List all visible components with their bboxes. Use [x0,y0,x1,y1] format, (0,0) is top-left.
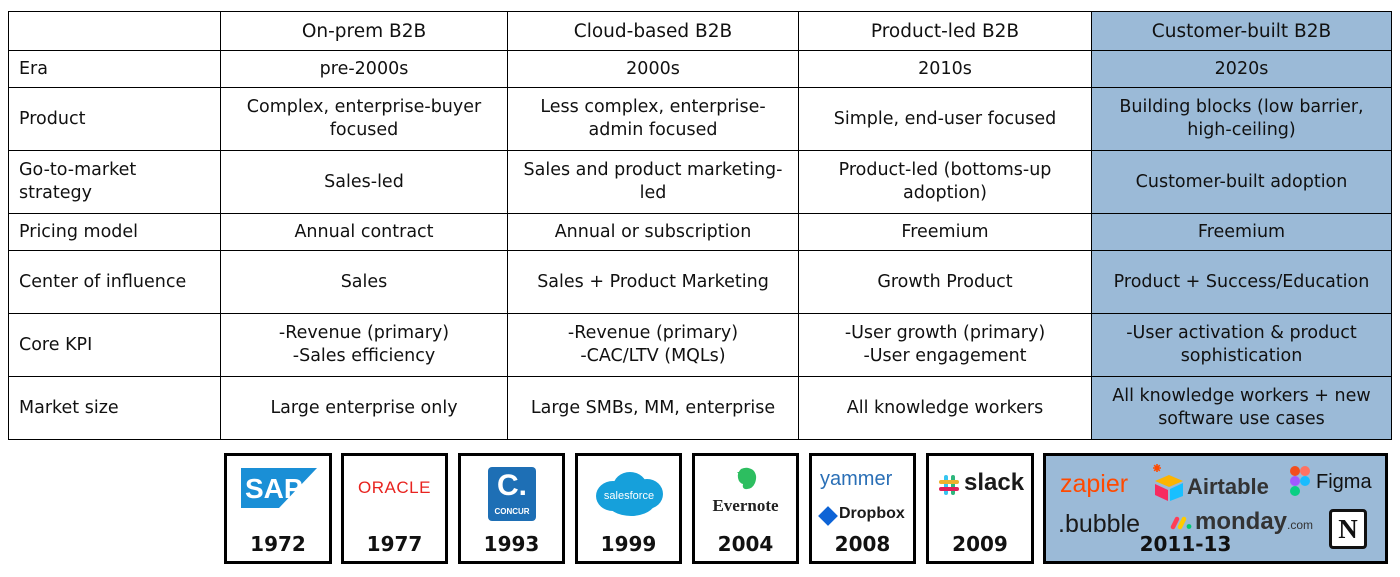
salesforce-cloud-icon: salesforce [596,472,663,516]
year-label: 1993 [483,532,540,556]
table-cell: Sales + Product Marketing [507,250,799,314]
table-cell: Large enterprise only [220,376,508,440]
table-cell: Annual or subscription [507,213,799,251]
table-cell: pre-2000s [220,50,508,88]
evernote-logo-text: Evernote [712,496,779,515]
notion-icon: N [1329,509,1367,549]
row-label: Era [8,50,221,88]
row-label: Center of influence [8,250,221,314]
logo-box-concur: C. CONCUR 1993 [458,453,565,564]
table-cell: Sales [220,250,508,314]
year-label: 1999 [600,532,657,556]
row-label: Market size [8,376,221,440]
year-label: 1977 [366,532,423,556]
dropbox-logo-text: Dropbox [839,505,905,522]
row-label: Core KPI [8,313,221,377]
row-label: Product [8,87,221,151]
logo-box-slack: slack 2009 [926,453,1034,564]
logo-box-customer-built: zapier Airtable Figma .bubble monday.com [1043,453,1388,564]
airtable-icon [1155,475,1183,501]
zapier-asterisk-icon [1153,464,1161,472]
table-cell: All knowledge workers + new software use… [1091,376,1392,440]
comparison-table: On-prem B2B Cloud-based B2B Product-led … [8,11,1392,440]
table-row: Product Complex, enterprise-buyer focuse… [8,87,1392,151]
salesforce-logo-text: salesforce [604,490,654,502]
monday-icon [1170,516,1192,530]
row-label: Go-to-market strategy [8,150,221,214]
header-on-prem: On-prem B2B [220,11,508,51]
header-blank [8,11,221,51]
table-cell: 2000s [507,50,799,88]
table-cell: Product-led (bottoms-up adoption) [798,150,1092,214]
year-label: 1972 [250,532,306,556]
table-row: Go-to-market strategy Sales-led Sales an… [8,150,1392,214]
year-label: 2009 [952,532,1008,556]
monday-logo-text: monday [1195,508,1288,535]
table-cell: Complex, enterprise-buyer focused [220,87,508,151]
yammer-logo-text: yammer [820,468,893,490]
table-row: Core KPI -Revenue (primary) -Sales effic… [8,313,1392,377]
concur-logo-mark: C. [497,469,527,502]
table-cell: Freemium [1091,213,1392,251]
table-cell: Sales-led [220,150,508,214]
header-customer-built: Customer-built B2B [1091,11,1392,51]
concur-logo-text: CONCUR [494,507,530,516]
logo-box-sap: SAP 1972 [224,453,332,564]
bubble-logo-text: .bubble [1058,510,1141,538]
table-row: Market size Large enterprise only Large … [8,376,1392,440]
table-cell: All knowledge workers [798,376,1092,440]
header-cloud-based: Cloud-based B2B [507,11,799,51]
table-cell: Product + Success/Education [1091,250,1392,314]
notion-logo-letter: N [1338,514,1358,544]
monday-logo: monday.com [1195,508,1313,536]
table-cell: Simple, end-user focused [798,87,1092,151]
sap-logo-shape [241,468,317,508]
table-cell: Sales and product marketing-led [507,150,799,214]
table-cell: Large SMBs, MM, enterprise [507,376,799,440]
logo-box-salesforce: salesforce 1999 [575,453,682,564]
slack-logo-text: slack [964,469,1025,496]
monday-logo-suffix: .com [1287,518,1314,532]
table-cell: Customer-built adoption [1091,150,1392,214]
table-cell: -Revenue (primary) -Sales efficiency [220,313,508,377]
logo-box-oracle: ORACLE 1977 [341,453,448,564]
row-label: Pricing model [8,213,221,251]
year-label: 2011-13 [1139,532,1232,556]
table-cell: Less complex, enterprise-admin focused [507,87,799,151]
table-cell: -User activation & product sophisticatio… [1091,313,1392,377]
table-cell: 2020s [1091,50,1392,88]
logo-box-evernote: Evernote 2004 [692,453,799,564]
year-label: 2008 [834,532,891,556]
airtable-logo-text: Airtable [1187,474,1269,499]
table-cell: -User growth (primary) -User engagement [798,313,1092,377]
year-label: 2004 [717,532,774,556]
header-row: On-prem B2B Cloud-based B2B Product-led … [8,11,1392,51]
sap-logo-text: SAP [245,473,303,504]
table-row: Center of influence Sales Sales + Produc… [8,250,1392,314]
figma-logo-text: Figma [1316,471,1372,493]
table-cell: Annual contract [220,213,508,251]
table-row: Pricing model Annual contract Annual or … [8,213,1392,251]
table-cell: Growth Product [798,250,1092,314]
table-cell: -Revenue (primary) -CAC/LTV (MQLs) [507,313,799,377]
logo-box-yammer-dropbox: yammer Dropbox 2008 [809,453,916,564]
dropbox-icon [818,506,838,526]
table-cell: Building blocks (low barrier, high-ceili… [1091,87,1392,151]
zapier-logo-text: zapier [1060,470,1129,498]
evernote-elephant-icon [737,467,757,490]
figma-icon [1290,466,1310,496]
table-cell: Freemium [798,213,1092,251]
oracle-logo-text: ORACLE [358,478,431,497]
table-row: Era pre-2000s 2000s 2010s 2020s [8,50,1392,88]
table-cell: 2010s [798,50,1092,88]
header-product-led: Product-led B2B [798,11,1092,51]
concur-logo-tile: C. CONCUR [488,467,536,521]
slack-hash-icon [939,475,959,495]
sap-logo: SAP [241,468,317,508]
